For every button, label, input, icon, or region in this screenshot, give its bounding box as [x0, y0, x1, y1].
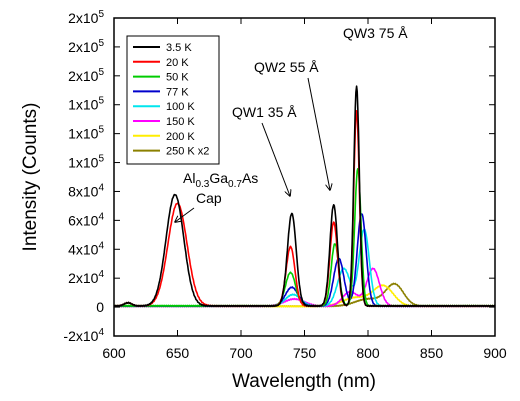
series-layer — [113, 85, 496, 308]
annotation-cap-label: Cap — [196, 190, 222, 206]
y-tick-label: 1x105 — [68, 125, 104, 142]
x-tick-label: 750 — [293, 345, 317, 361]
legend-label: 100 K — [166, 101, 195, 113]
x-tick-label: 700 — [229, 345, 253, 361]
y-tick-label: -2x104 — [63, 327, 104, 344]
y-tick-label: 2x105 — [68, 9, 104, 26]
annotation-qw1: QW1 35 Å — [232, 104, 297, 196]
series-line — [113, 85, 496, 308]
x-axis-title: Wavelength (nm) — [232, 371, 376, 392]
y-tick-label: 6x104 — [68, 211, 104, 228]
x-tick-label: 600 — [102, 345, 126, 361]
annotation-qw2: QW2 55 Å — [254, 59, 330, 190]
legend-label: 250 K x2 — [166, 146, 209, 158]
x-tick-label: 850 — [420, 345, 444, 361]
y-tick-label: 1x105 — [68, 154, 104, 171]
y-tick-label: 1x105 — [68, 96, 104, 113]
series-line — [113, 168, 496, 307]
annotation-qw2-arrow — [307, 77, 330, 190]
legend-label: 50 K — [166, 72, 189, 84]
y-tick-label: 8x104 — [68, 182, 104, 199]
legend-box — [126, 35, 220, 165]
series-line — [113, 267, 496, 308]
annotation-cap-material: Al0.3Ga0.7As — [183, 170, 258, 190]
annotation-qw2-label: QW2 55 Å — [254, 59, 319, 75]
x-tick-label: 900 — [483, 345, 507, 361]
legend-label: 200 K — [166, 131, 195, 143]
legend: 3.5 K 20 K 50 K 77 K 100 K 150 K 200 K 250 K x2 — [126, 35, 220, 165]
x-tick-label: 650 — [166, 345, 190, 361]
legend-label: 150 K — [166, 116, 195, 128]
annotation-cap-arrow — [175, 207, 195, 222]
legend-label: 77 K — [166, 86, 189, 98]
legend-label: 3.5 K — [166, 42, 192, 54]
series-line — [113, 228, 496, 308]
y-axis-title: Intensity (Counts) — [20, 103, 41, 252]
y-tick-label: 2x105 — [68, 38, 104, 55]
y-tick-label: 2x105 — [68, 67, 104, 84]
x-tick-label: 800 — [356, 345, 380, 361]
annotation-qw3: QW3 75 Å — [343, 25, 408, 41]
y-tick-label: 0 — [96, 299, 104, 315]
annotation-qw3-label: QW3 75 Å — [343, 25, 408, 41]
ticks-layer: 600 650 700 750 800 850 900 2x105 2x105 2x105 1x10… — [63, 9, 506, 361]
y-tick-label: 4x104 — [68, 240, 104, 257]
legend-label: 20 K — [166, 57, 189, 69]
annotation-cap: Al0.3Ga0.7As Cap — [175, 170, 258, 222]
annotation-qw1-arrow — [261, 122, 290, 196]
annotation-qw1-label: QW1 35 Å — [232, 104, 297, 120]
y-tick-label: 2x104 — [68, 269, 104, 286]
